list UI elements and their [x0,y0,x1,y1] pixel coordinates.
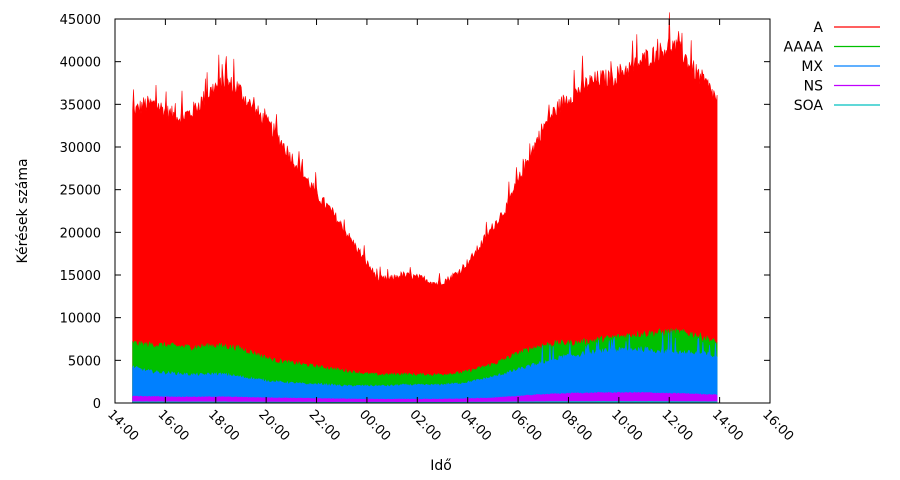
series-area-a [132,12,718,404]
plot-frame [114,18,771,404]
y-tick-label: 20000 [60,226,101,241]
y-tick-label: 45000 [60,13,101,28]
series-area-ns [132,391,718,404]
y-tick-label: 15000 [60,269,101,284]
legend-label-aaaa: AAAA [784,40,824,56]
y-tick-label: 5000 [68,354,101,369]
y-tick-label: 35000 [60,98,101,113]
legend-label-a: A [813,20,823,36]
x-axis-title: Idő [430,458,452,474]
ticks-layer [114,18,771,404]
legend-label-soa: SOA [794,98,824,114]
y-tick-labels: 0 5000 10000 15000 20000 25000 30000 35000 40000… [60,13,101,412]
legend-label-ns: NS [804,79,823,95]
legend-label-mx: MX [801,59,823,75]
y-axis-title: Kérések száma [15,158,31,263]
series-area-mx [132,330,718,404]
y-tick-label: 40000 [60,56,101,71]
y-tick-label: 30000 [60,141,101,156]
y-tick-label: 25000 [60,184,101,199]
y-tick-label: 0 [93,397,101,412]
y-tick-label: 10000 [60,312,101,327]
